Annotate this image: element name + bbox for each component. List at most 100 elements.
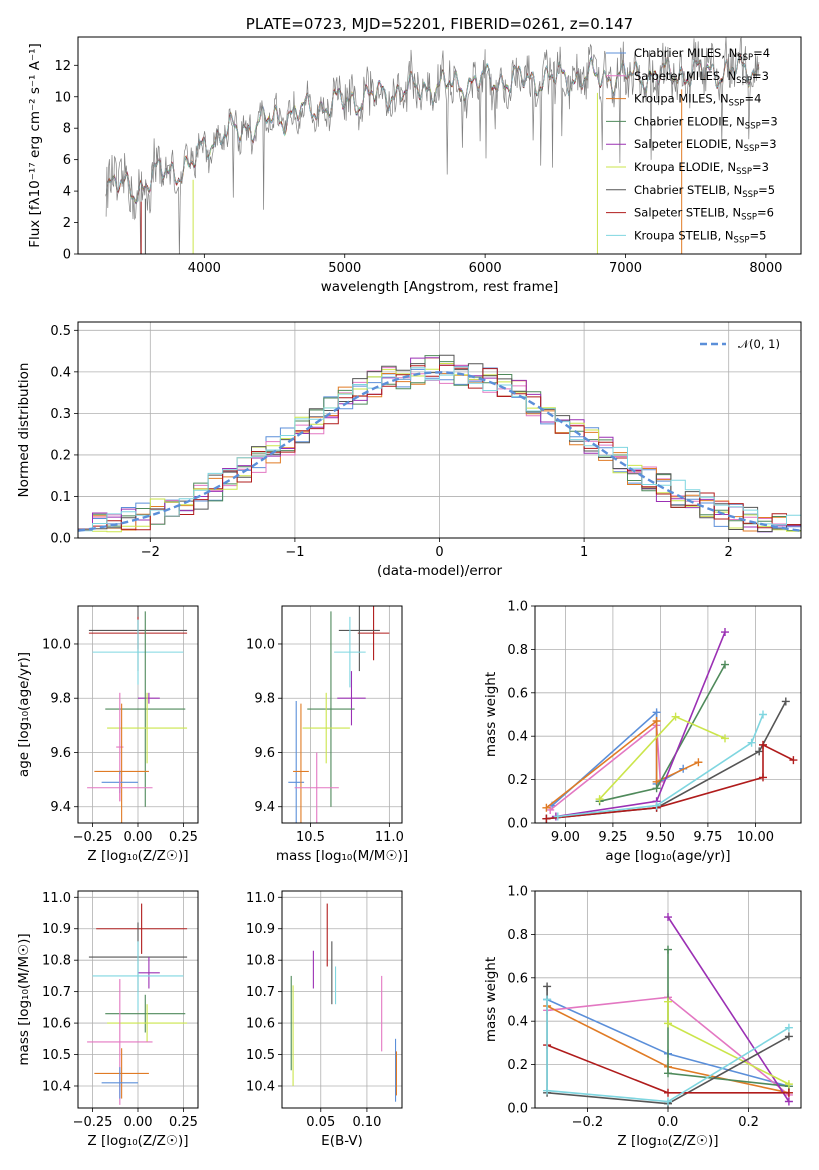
plot-area	[543, 913, 793, 1108]
legend-subscript: SSP	[737, 53, 753, 63]
y-axis-label: mass [log₁₀(M/M☉)]	[16, 933, 32, 1065]
y-tick-label: 10.5	[42, 1048, 71, 1063]
legend-subscript: SSP	[736, 167, 752, 177]
legend-value: =4	[744, 92, 761, 106]
y-tick-label: 10.4	[246, 1079, 275, 1094]
y-tick-label: 10.5	[246, 1048, 275, 1063]
weight-marker	[759, 773, 767, 782]
weight-marker	[542, 814, 551, 823]
legend-label: Chabrier ELODIE, NSSP=3	[634, 114, 778, 131]
y-axis-label: Normed distribution	[16, 363, 32, 498]
y-axis-label: Flux [fλ10⁻¹⁷ erg cm⁻² s⁻¹ A⁻¹]	[27, 43, 43, 248]
x-tick-label: 0.05	[306, 1115, 335, 1130]
weight-marker	[694, 758, 703, 767]
x-axis-label: (data-model)/error	[377, 563, 503, 579]
y-tick-label: 10.0	[42, 637, 71, 652]
y-tick-label: 9.8	[254, 692, 275, 707]
point-kroupa-elodie	[107, 692, 188, 764]
x-tick-label: 8000	[749, 261, 782, 276]
point-kroupa-stelib	[334, 616, 366, 688]
y-tick-label: 10.8	[42, 954, 71, 969]
histogram-chabrier-stelib	[78, 354, 801, 532]
x-axis-label: age [log₁₀(age/yr)]	[605, 848, 730, 864]
weight-marker	[664, 997, 672, 1006]
x-axis-label: Z [log₁₀(Z/Z☉)]	[617, 1133, 718, 1149]
x-tick-label: 0.2	[738, 1115, 759, 1130]
x-tick-label: 1	[580, 545, 588, 560]
x-tick-label: 9.50	[646, 830, 675, 845]
y-tick-label: 0.0	[50, 532, 71, 547]
y-tick-label: 0.2	[50, 448, 71, 463]
y-tick-label: 0	[63, 248, 71, 263]
weight-marker	[784, 1032, 793, 1041]
legend-subscript: SSP	[742, 190, 758, 200]
panel-age-vs-mass: 10.5 11.0 9.4 9.6 9.8 10.0 mass [log₁₀(M/M☉)]	[246, 605, 408, 864]
point-kroupa-stelib	[92, 619, 184, 685]
series-chabrier-elodie	[595, 660, 729, 806]
weight-marker	[652, 717, 661, 726]
y-tick-label: 8	[63, 122, 71, 137]
y-tick-label: 0.6	[507, 686, 528, 701]
x-tick-label: −0.25	[73, 1115, 113, 1130]
plot-area	[290, 903, 398, 1102]
weight-line	[555, 631, 726, 818]
x-tick-label: 0.25	[169, 830, 198, 845]
weight-marker	[664, 945, 672, 954]
point-kroupa-elodie	[107, 1004, 188, 1042]
weight-line	[546, 999, 790, 1103]
chart-title: PLATE=0723, MJD=52201, FIBERID=0261, z=0…	[246, 15, 633, 33]
axes-frame	[281, 605, 403, 824]
x-tick-label: 0	[435, 545, 443, 560]
x-tick-label: 9.25	[598, 830, 627, 845]
point-salpeter-elodie	[138, 692, 160, 704]
legend-label: Kroupa MILES, NSSP=4	[634, 92, 761, 109]
weight-marker	[595, 795, 604, 804]
weight-marker	[543, 982, 552, 991]
weight-line	[546, 701, 787, 820]
series-kroupa-stelib	[553, 710, 767, 821]
x-tick-label: −0.25	[73, 830, 113, 845]
plot-area	[542, 628, 798, 823]
panel-weight-vs-Z: −0.2 0.0 0.2 0.0 0.2 0.4 0.6 0.8 1.0 Z [log₁₀(Z/Z…	[483, 885, 802, 1149]
legend-subscript: SSP	[745, 121, 761, 131]
point-chabrier-elodie	[307, 611, 355, 807]
y-axis-label: mass weight	[483, 672, 499, 757]
legend-text: Chabrier STELIB, N	[634, 183, 742, 197]
legend-label: Chabrier MILES, NSSP=4	[634, 46, 770, 63]
y-tick-label: 10.6	[42, 1017, 71, 1032]
y-tick-label: 0.2	[507, 773, 528, 788]
axes-frame	[534, 890, 802, 1109]
legend-text: Kroupa STELIB, N	[634, 228, 734, 242]
histogram-kroupa-stelib	[78, 366, 801, 532]
point-kroupa-elodie	[302, 692, 350, 764]
weight-marker	[542, 803, 551, 812]
axes-frame	[281, 890, 403, 1109]
y-tick-label: 0.1	[50, 490, 71, 505]
point-chabrier-elodie	[105, 611, 186, 807]
legend-label: Kroupa ELODIE, NSSP=3	[634, 160, 769, 177]
x-tick-label: 9.00	[551, 830, 580, 845]
legend-value: =3	[752, 69, 769, 83]
histogram-salpeter-stelib	[78, 364, 801, 531]
x-axis-label: E(B-V)	[321, 1133, 363, 1149]
x-tick-label: −2	[141, 545, 160, 560]
series-salpeter-elodie	[664, 913, 793, 1106]
series-chabrier-stelib	[542, 697, 790, 823]
y-tick-label: 0.0	[507, 1102, 528, 1117]
weight-marker	[664, 1088, 672, 1097]
y-tick-label: 0.8	[507, 928, 528, 943]
legend-text: Salpeter STELIB, N	[634, 206, 741, 220]
weight-marker	[652, 801, 661, 810]
y-tick-label: 9.6	[50, 746, 71, 761]
weight-marker	[652, 708, 661, 717]
plot-area	[87, 903, 188, 1105]
weight-marker	[652, 784, 661, 793]
point-chabrier-elodie	[105, 994, 186, 1033]
point-salpeter-elodie	[138, 957, 160, 989]
panel-residuals: −2 −1 0 1 2 0.0 0.1 0.2 0.3 0.4 0.5 (data-model)/er…	[16, 321, 802, 579]
axes-frame	[77, 36, 802, 255]
weight-marker	[784, 1097, 793, 1106]
series-kroupa-stelib	[543, 995, 793, 1106]
